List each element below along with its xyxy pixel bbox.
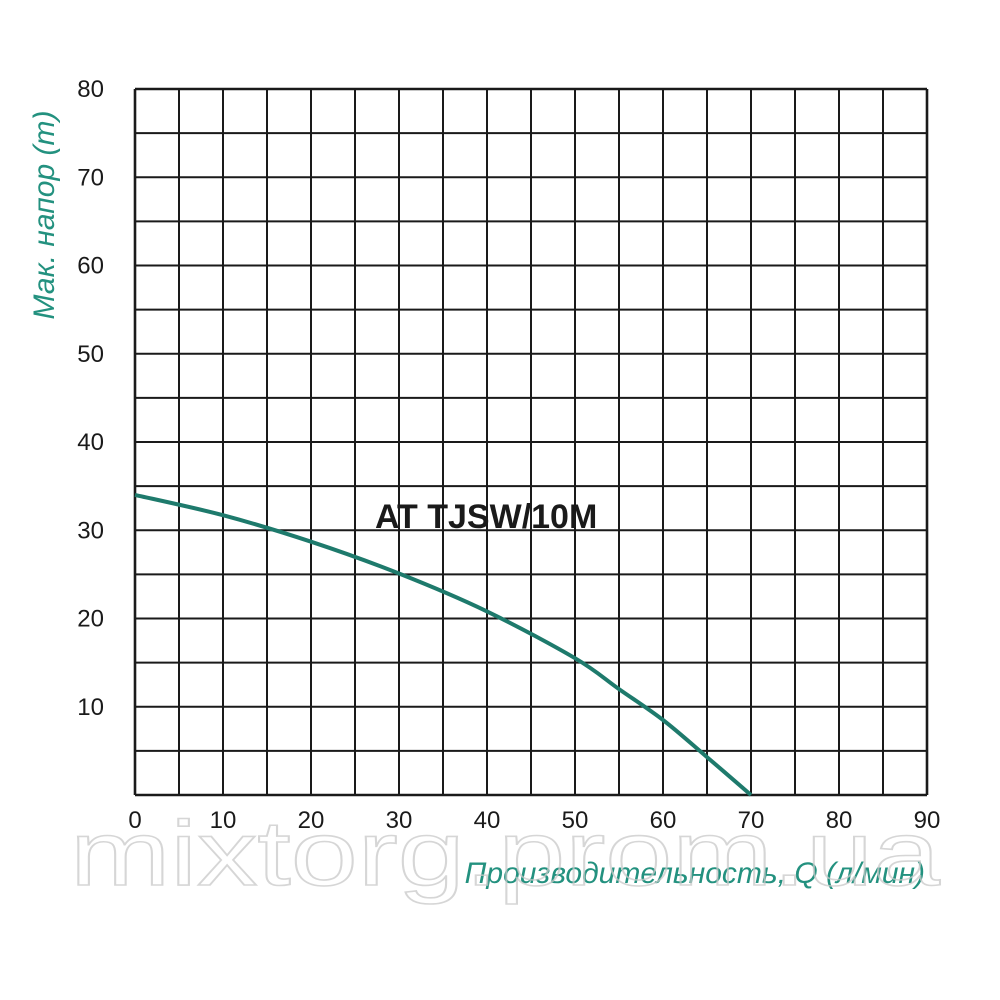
series-line xyxy=(134,492,753,797)
grid xyxy=(133,87,929,797)
x-tick-label: 30 xyxy=(386,807,413,834)
x-tick-label: 0 xyxy=(128,807,141,834)
y-tick-label: 10 xyxy=(77,694,104,721)
x-tick-label: 80 xyxy=(826,807,853,834)
x-axis-ticks: 0 10 20 30 40 50 60 70 80 90 xyxy=(128,807,940,834)
x-axis-title: Производительность, Q (л/мин) xyxy=(465,857,925,890)
y-tick-label: 60 xyxy=(77,253,104,280)
y-tick-label: 40 xyxy=(77,429,104,456)
x-tick-label: 70 xyxy=(738,807,765,834)
watermark: mixtorg.prom.ua xyxy=(70,803,941,905)
series-label: AT TJSW/10M xyxy=(375,498,597,536)
y-tick-label: 50 xyxy=(77,341,104,368)
x-tick-label: 50 xyxy=(562,807,589,834)
y-axis-title: Мак. напор (m) xyxy=(28,111,61,320)
y-tick-label: 70 xyxy=(77,164,104,191)
x-tick-label: 20 xyxy=(298,807,325,834)
y-axis-ticks: 10 20 30 40 50 60 70 80 xyxy=(77,76,104,721)
x-tick-label: 60 xyxy=(650,807,677,834)
x-tick-label: 40 xyxy=(474,807,501,834)
x-tick-label: 90 xyxy=(914,807,941,834)
y-tick-label: 20 xyxy=(77,606,104,633)
x-tick-label: 10 xyxy=(210,807,237,834)
y-tick-label: 80 xyxy=(77,76,104,103)
y-tick-label: 30 xyxy=(77,517,104,544)
